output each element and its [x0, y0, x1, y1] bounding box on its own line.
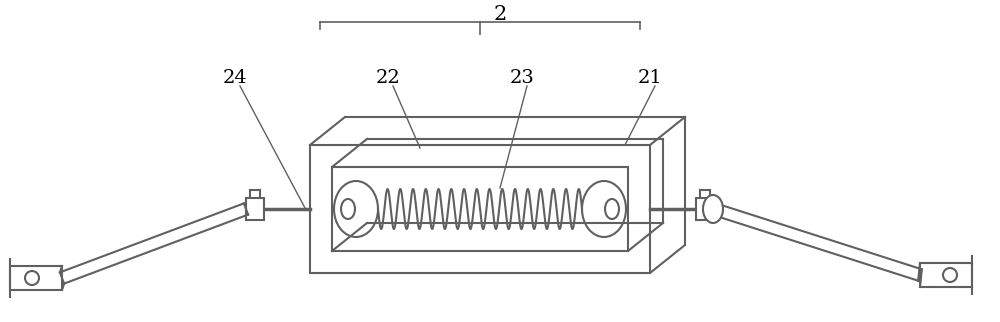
Text: 23: 23: [510, 69, 534, 87]
Text: 24: 24: [223, 69, 247, 87]
Text: 2: 2: [493, 5, 507, 24]
Ellipse shape: [341, 199, 355, 219]
Ellipse shape: [703, 195, 723, 223]
Bar: [696, 198, 714, 220]
Bar: [10, 266, 62, 290]
Text: 21: 21: [638, 69, 662, 87]
Bar: [332, 167, 628, 251]
Bar: [246, 198, 264, 220]
Bar: [920, 263, 972, 287]
Bar: [310, 145, 650, 273]
Text: 22: 22: [376, 69, 400, 87]
Ellipse shape: [605, 199, 619, 219]
